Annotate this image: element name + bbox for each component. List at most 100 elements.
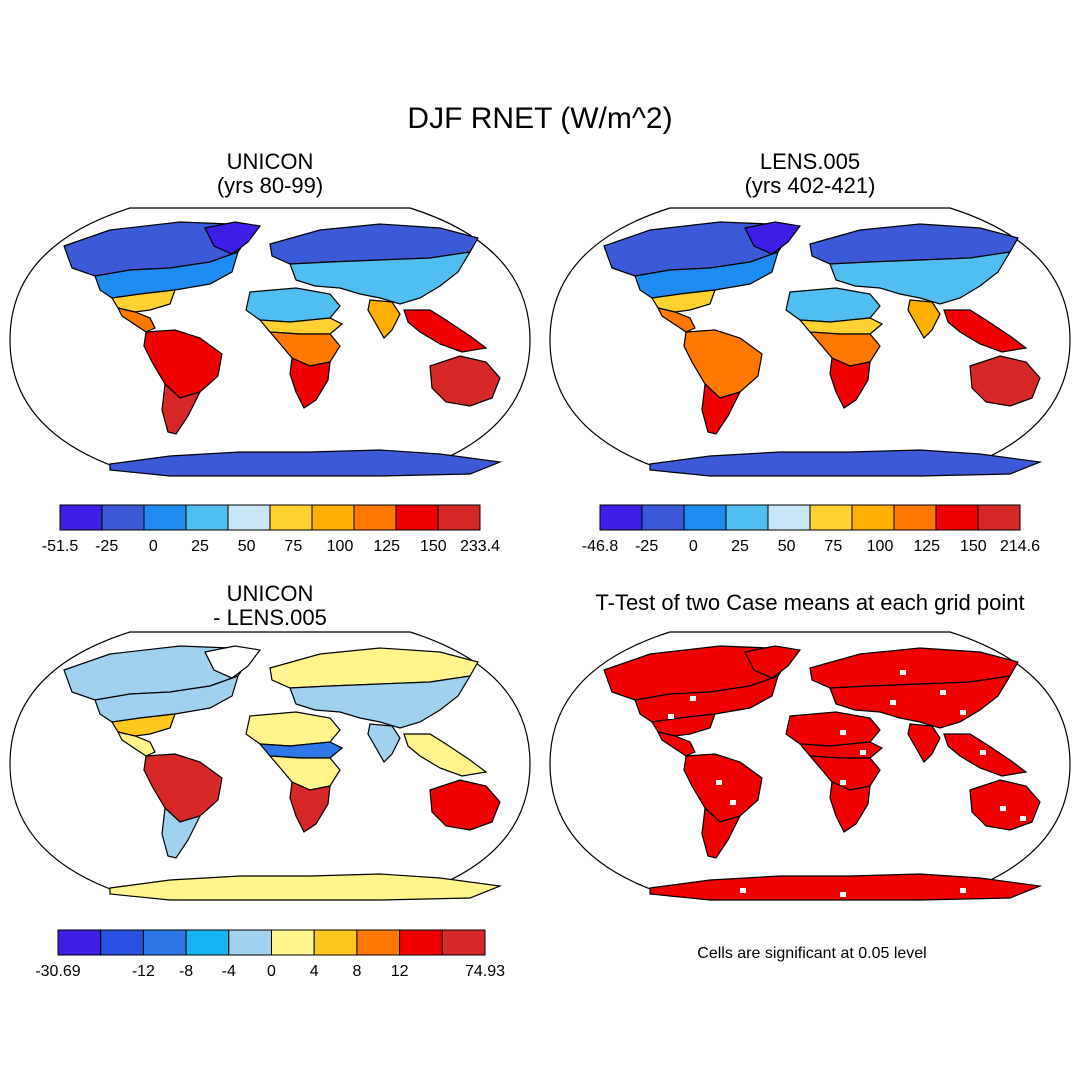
insignificant-cell bbox=[840, 730, 846, 735]
region-eurasia-mid bbox=[289, 251, 472, 305]
colorbar-swatch bbox=[228, 929, 273, 956]
colorbar-tick-label: 150 bbox=[960, 538, 987, 555]
region-se-asia bbox=[943, 309, 1028, 353]
panel-subtitle-line: (yrs 80-99) bbox=[216, 173, 324, 198]
insignificant-cell bbox=[840, 780, 846, 785]
colorbar-swatch bbox=[437, 504, 481, 531]
panel-title-line: UNICON bbox=[226, 149, 314, 174]
region-eurasia-mid bbox=[829, 251, 1012, 305]
colorbar-swatch bbox=[599, 504, 643, 531]
colorbar-swatch bbox=[935, 504, 979, 531]
region-north-africa bbox=[245, 287, 341, 323]
colorbar-tick-label: 4 bbox=[310, 963, 319, 980]
colorbar-swatch bbox=[356, 929, 401, 956]
region-central-america bbox=[656, 307, 696, 333]
colorbar-swatch bbox=[57, 929, 102, 956]
region-south-america-south bbox=[161, 382, 202, 435]
colorbar-swatch bbox=[101, 504, 145, 531]
region-north-america-mid bbox=[634, 675, 779, 723]
panel-title-unicon: UNICON (yrs 80-99) bbox=[217, 150, 323, 198]
region-central-america bbox=[116, 307, 156, 333]
region-north-africa bbox=[245, 711, 341, 747]
colorbar-tick-label: -30.69 bbox=[35, 963, 80, 980]
region-india bbox=[367, 299, 401, 339]
region-africa-south bbox=[289, 357, 331, 409]
region-india bbox=[907, 299, 941, 339]
insignificant-cell bbox=[980, 750, 986, 755]
panel-title-difference: UNICON - LENS.005 bbox=[213, 582, 327, 630]
colorbar-tick-label: -4 bbox=[222, 963, 236, 980]
colorbar-swatch bbox=[100, 929, 144, 956]
region-central-america bbox=[656, 731, 696, 757]
region-india bbox=[907, 723, 941, 763]
insignificant-cell bbox=[960, 710, 966, 715]
map-difference bbox=[9, 631, 531, 901]
colorbar-swatch bbox=[977, 504, 1021, 531]
colorbar-tick-label: -51.5 bbox=[42, 538, 79, 555]
colorbar-tick-label: 125 bbox=[373, 538, 400, 555]
colorbar-tick-label: 75 bbox=[284, 538, 302, 555]
insignificant-cell bbox=[690, 696, 696, 701]
insignificant-cell bbox=[1000, 806, 1006, 811]
colorbar-swatch bbox=[227, 504, 271, 531]
region-south-america-south bbox=[701, 806, 742, 859]
colorbar-swatch bbox=[809, 504, 853, 531]
colorbar-swatch bbox=[683, 504, 727, 531]
colorbar-unicon: -51.5 -25 0 25 50 75 100 125 150 233.4 bbox=[42, 504, 500, 555]
colorbar-tick-label: 125 bbox=[913, 538, 940, 555]
insignificant-cell bbox=[960, 888, 966, 893]
panel-title-ttest: T-Test of two Case means at each grid po… bbox=[595, 590, 1025, 615]
region-india bbox=[367, 723, 401, 763]
colorbar-swatch bbox=[142, 929, 187, 956]
region-greenland bbox=[744, 221, 802, 255]
region-south-america-south bbox=[161, 806, 202, 859]
colorbar-tick-label: 75 bbox=[824, 538, 842, 555]
region-central-america bbox=[116, 731, 156, 757]
panel-subtitle-line: - LENS.005 bbox=[213, 605, 327, 630]
region-se-asia bbox=[403, 733, 488, 777]
insignificant-cell bbox=[860, 750, 866, 755]
colorbar-swatch bbox=[399, 929, 443, 956]
region-north-america-mid bbox=[94, 675, 239, 723]
region-north-america-mid bbox=[94, 251, 239, 299]
colorbar-tick-label: 12 bbox=[391, 963, 409, 980]
colorbar-swatch bbox=[893, 504, 937, 531]
colorbar-tick-label: 8 bbox=[352, 963, 361, 980]
colorbar-swatch bbox=[185, 504, 229, 531]
colorbar-swatch bbox=[725, 504, 769, 531]
region-eurasia-mid bbox=[289, 675, 472, 729]
colorbar-tick-label: 150 bbox=[420, 538, 447, 555]
colorbar-tick-label: -46.8 bbox=[582, 538, 619, 555]
region-greenland bbox=[204, 645, 262, 679]
region-greenland bbox=[204, 221, 262, 255]
region-africa-south bbox=[289, 781, 331, 833]
region-north-africa bbox=[785, 287, 881, 323]
colorbar-swatch bbox=[185, 929, 230, 956]
colorbar-tick-label: 25 bbox=[191, 538, 209, 555]
colorbar-swatch bbox=[59, 504, 103, 531]
region-south-america-south bbox=[701, 382, 742, 435]
region-north-africa bbox=[785, 711, 881, 747]
region-antarctica bbox=[109, 873, 503, 901]
region-se-asia bbox=[403, 309, 488, 353]
colorbar-tick-label: 50 bbox=[778, 538, 796, 555]
colorbar-tick-label: 25 bbox=[731, 538, 749, 555]
insignificant-cell bbox=[890, 700, 896, 705]
insignificant-cell bbox=[1020, 816, 1026, 821]
colorbar-swatch bbox=[641, 504, 685, 531]
region-antarctica bbox=[649, 873, 1043, 901]
insignificant-cell bbox=[940, 690, 946, 695]
colorbar-tick-label: 233.4 bbox=[460, 538, 500, 555]
region-greenland bbox=[744, 645, 802, 679]
map-unicon bbox=[9, 207, 531, 477]
region-australia bbox=[969, 355, 1041, 407]
colorbar-swatch bbox=[143, 504, 187, 531]
insignificant-cell bbox=[716, 780, 722, 785]
colorbar-swatch bbox=[395, 504, 439, 531]
colorbar-swatch bbox=[353, 504, 397, 531]
colorbar-swatch bbox=[313, 929, 358, 956]
colorbar-swatch bbox=[441, 929, 486, 956]
colorbar-swatch bbox=[851, 504, 895, 531]
region-antarctica bbox=[649, 449, 1043, 477]
